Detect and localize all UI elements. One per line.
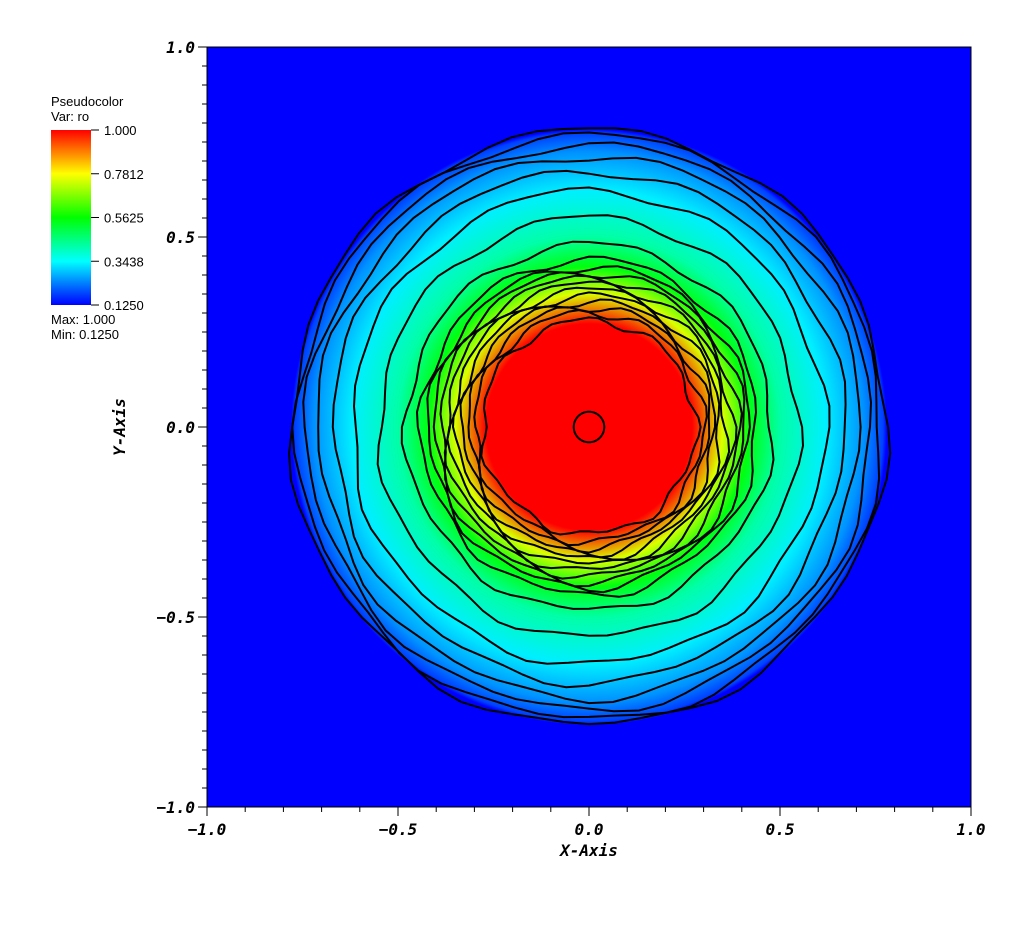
contour-line [432,271,746,588]
plot-area [206,46,972,808]
legend-title: Pseudocolor [51,94,124,109]
y-tick-label: −1.0 [156,798,195,817]
legend-max: Max: 1.000 [51,312,115,327]
x-tick-label: −0.5 [379,820,418,839]
legend-tick-label: 0.5625 [104,211,144,226]
density-field [291,129,887,725]
contour-line [302,141,873,713]
x-axis-title: X-Axis [558,841,618,860]
contour-line [376,214,805,637]
x-tick-label: 1.0 [957,820,986,839]
contour-line [572,410,606,444]
contour-line [288,127,892,726]
contour-line [480,316,702,536]
contour-line [415,255,758,598]
contour-line [317,156,862,705]
y-tick-label: 0.5 [166,228,195,247]
x-tick-label: −1.0 [188,820,227,839]
contour-line [459,298,717,559]
y-tick-label: 1.0 [166,38,195,57]
legend-tick-label: 0.1250 [104,298,144,313]
contour-lines [288,127,892,726]
contour-line [352,186,831,665]
x-axis-ticks: −1.0 −0.5 0.0 0.5 1.0 [188,807,986,839]
x-tick-label: 0.0 [575,820,604,839]
legend-colorbar [51,130,91,305]
legend-ticks: 1.000 0.7812 0.5625 0.3438 0.1250 [91,123,144,313]
color-legend: Pseudocolor Var: ro 1.000 0.7812 0.5625 0.3… [51,94,144,342]
y-tick-label: −0.5 [156,608,195,627]
y-axis-ticks: 1.0 0.5 0.0 −0.5 −1.0 [156,38,207,817]
legend-tick-label: 0.7812 [104,167,144,182]
contour-line [426,265,751,594]
contour-line [467,306,711,554]
contour-line [331,169,847,689]
contour-line [451,291,721,561]
contour-line [473,309,708,547]
legend-tick-label: 1.000 [104,123,137,138]
legend-var-label: Var: ro [51,109,89,124]
legend-tick-label: 0.3438 [104,254,144,269]
y-tick-label: 0.0 [166,418,195,437]
y-axis-title: Y-Axis [110,398,129,456]
contour-line [439,274,743,580]
contour-line [400,240,775,610]
legend-min: Min: 0.1250 [51,327,119,342]
x-tick-label: 0.5 [766,820,795,839]
